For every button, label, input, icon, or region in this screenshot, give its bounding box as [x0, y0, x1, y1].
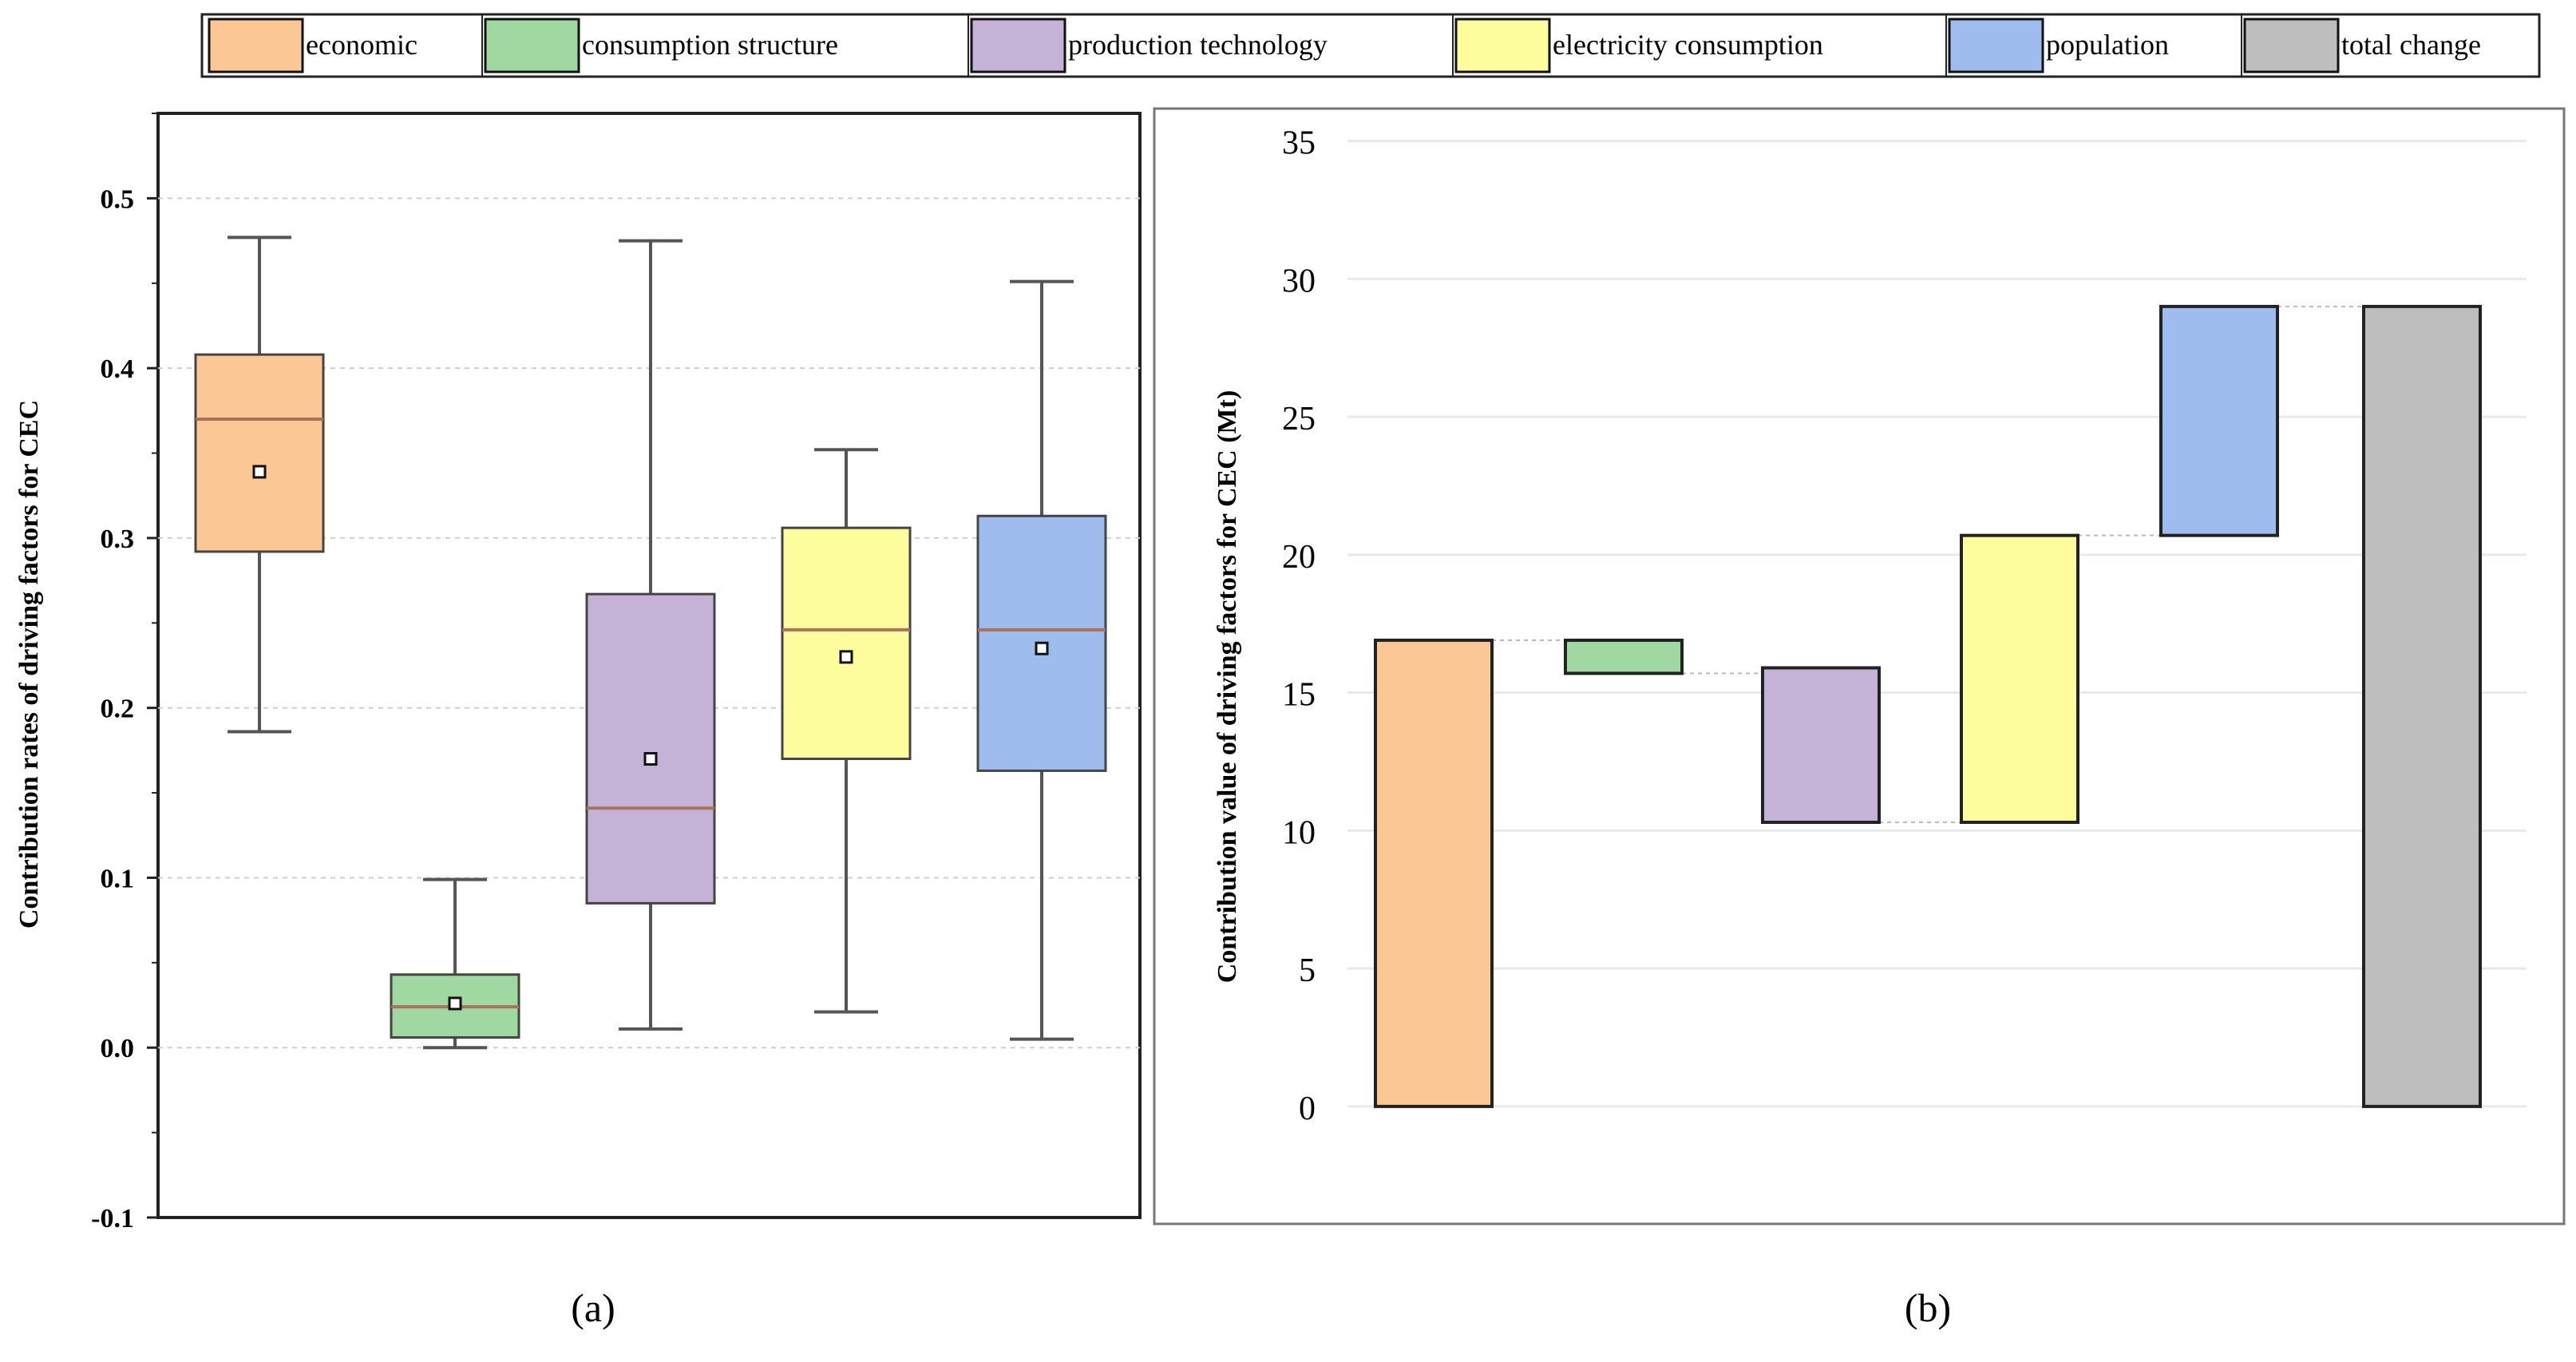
- box-mean-marker: [643, 752, 658, 766]
- box-production-technology: [585, 239, 716, 1031]
- panel-b-y-tick-label: 30: [1282, 263, 1316, 299]
- box-electricity-consumption: [781, 448, 912, 1014]
- box-body: [585, 592, 716, 905]
- bar-production-technology: [1761, 666, 1881, 825]
- panel-b-frame: [1153, 107, 2566, 1225]
- legend-swatch-electricity-consumption: [1454, 18, 1551, 73]
- panel-a-boxes: [194, 236, 1107, 1050]
- bar-economic: [1374, 638, 1494, 1108]
- legend-frame: [200, 13, 2541, 78]
- legend-item-economic: economic: [208, 18, 417, 73]
- bar-population: [2159, 304, 2279, 537]
- box-mean-marker: [839, 650, 853, 664]
- legend-label-total-change: total change: [2341, 29, 2481, 61]
- panel-a-box-plot: -0.1 0.0 0.1 0.2 0.3 0.4 0.5 Contribution rate…: [14, 112, 1142, 1330]
- panel-a-y-tick-label: 0.2: [101, 695, 135, 724]
- panel-a-y-tick-label: 0.5: [101, 184, 135, 214]
- legend-item-consumption-structure: consumption structure: [484, 18, 838, 73]
- legend-item-population: population: [1948, 18, 2169, 73]
- panel-b-y-tick-label: 5: [1299, 952, 1316, 989]
- panel-b-y-tick-label: 10: [1282, 814, 1316, 851]
- bar-electricity-consumption: [1960, 533, 2079, 825]
- panel-b-y-tick-label: 35: [1282, 125, 1316, 162]
- panel-a-y-axis-label: Contribution rates of driving factors fo…: [14, 400, 44, 928]
- panel-b-label: (b): [1905, 1285, 1951, 1330]
- bar-consumption-structure: [1564, 638, 1684, 675]
- panel-a-y-tick-label: 0.0: [101, 1034, 135, 1063]
- panel-b-bars: [1374, 304, 2482, 1108]
- legend-swatch-economic: [208, 18, 304, 73]
- legend-label-economic: economic: [306, 29, 417, 61]
- panel-a-y-tick-label: 0.4: [101, 354, 135, 384]
- legend-label-population: population: [2046, 29, 2169, 61]
- box-economic: [194, 236, 325, 734]
- legend-swatch-total-change: [2243, 18, 2340, 73]
- bar-total-change: [2362, 304, 2482, 1108]
- legend-swatch-production-technology: [970, 18, 1066, 73]
- panel-a-y-tick-label: 0.3: [101, 525, 135, 554]
- box-mean-marker: [1035, 641, 1049, 655]
- panel-b-y-tick-label: 0: [1299, 1091, 1316, 1127]
- box-consumption-structure: [390, 877, 520, 1050]
- panel-a-label: (a): [571, 1285, 615, 1330]
- panel-b-y-ticks: 0 5 10 15 20 25 30 35: [1282, 125, 1316, 1127]
- panel-b-y-axis-label: Contribution value of driving factors fo…: [1213, 390, 1242, 984]
- panel-b-gridlines: [1153, 107, 2566, 1225]
- legend-label-consumption-structure: consumption structure: [582, 29, 838, 61]
- box-population: [976, 279, 1107, 1041]
- legend-label-production-technology: production technology: [1068, 29, 1328, 61]
- panel-a-y-tick-label: 0.1: [101, 864, 135, 893]
- legend-item-total-change: total change: [2243, 18, 2481, 73]
- legend-swatch-consumption-structure: [484, 18, 580, 73]
- legend-label-electricity-consumption: electricity consumption: [1553, 29, 1823, 61]
- legend-item-electricity-consumption: electricity consumption: [1454, 18, 1823, 73]
- box-body: [781, 526, 912, 761]
- legend-item-production-technology: production technology: [970, 18, 1328, 73]
- box-mean-marker: [448, 996, 462, 1011]
- panel-a-y-tick-label: -0.1: [91, 1204, 134, 1233]
- legend-swatch-population: [1948, 18, 2044, 73]
- panel-b-y-tick-label: 15: [1282, 677, 1316, 714]
- panel-b-y-tick-label: 25: [1282, 401, 1316, 438]
- legend: economic consumption structure production …: [200, 13, 2541, 78]
- panel-a-y-ticks: -0.1 0.0 0.1 0.2 0.3 0.4 0.5: [91, 113, 158, 1233]
- panel-b-waterfall-chart: 0 5 10 15 20 25 30 35 Contribution value of dri…: [1153, 107, 2566, 1330]
- box-mean-marker: [252, 465, 267, 479]
- box-body: [194, 353, 325, 553]
- panel-b-y-tick-label: 20: [1282, 539, 1316, 576]
